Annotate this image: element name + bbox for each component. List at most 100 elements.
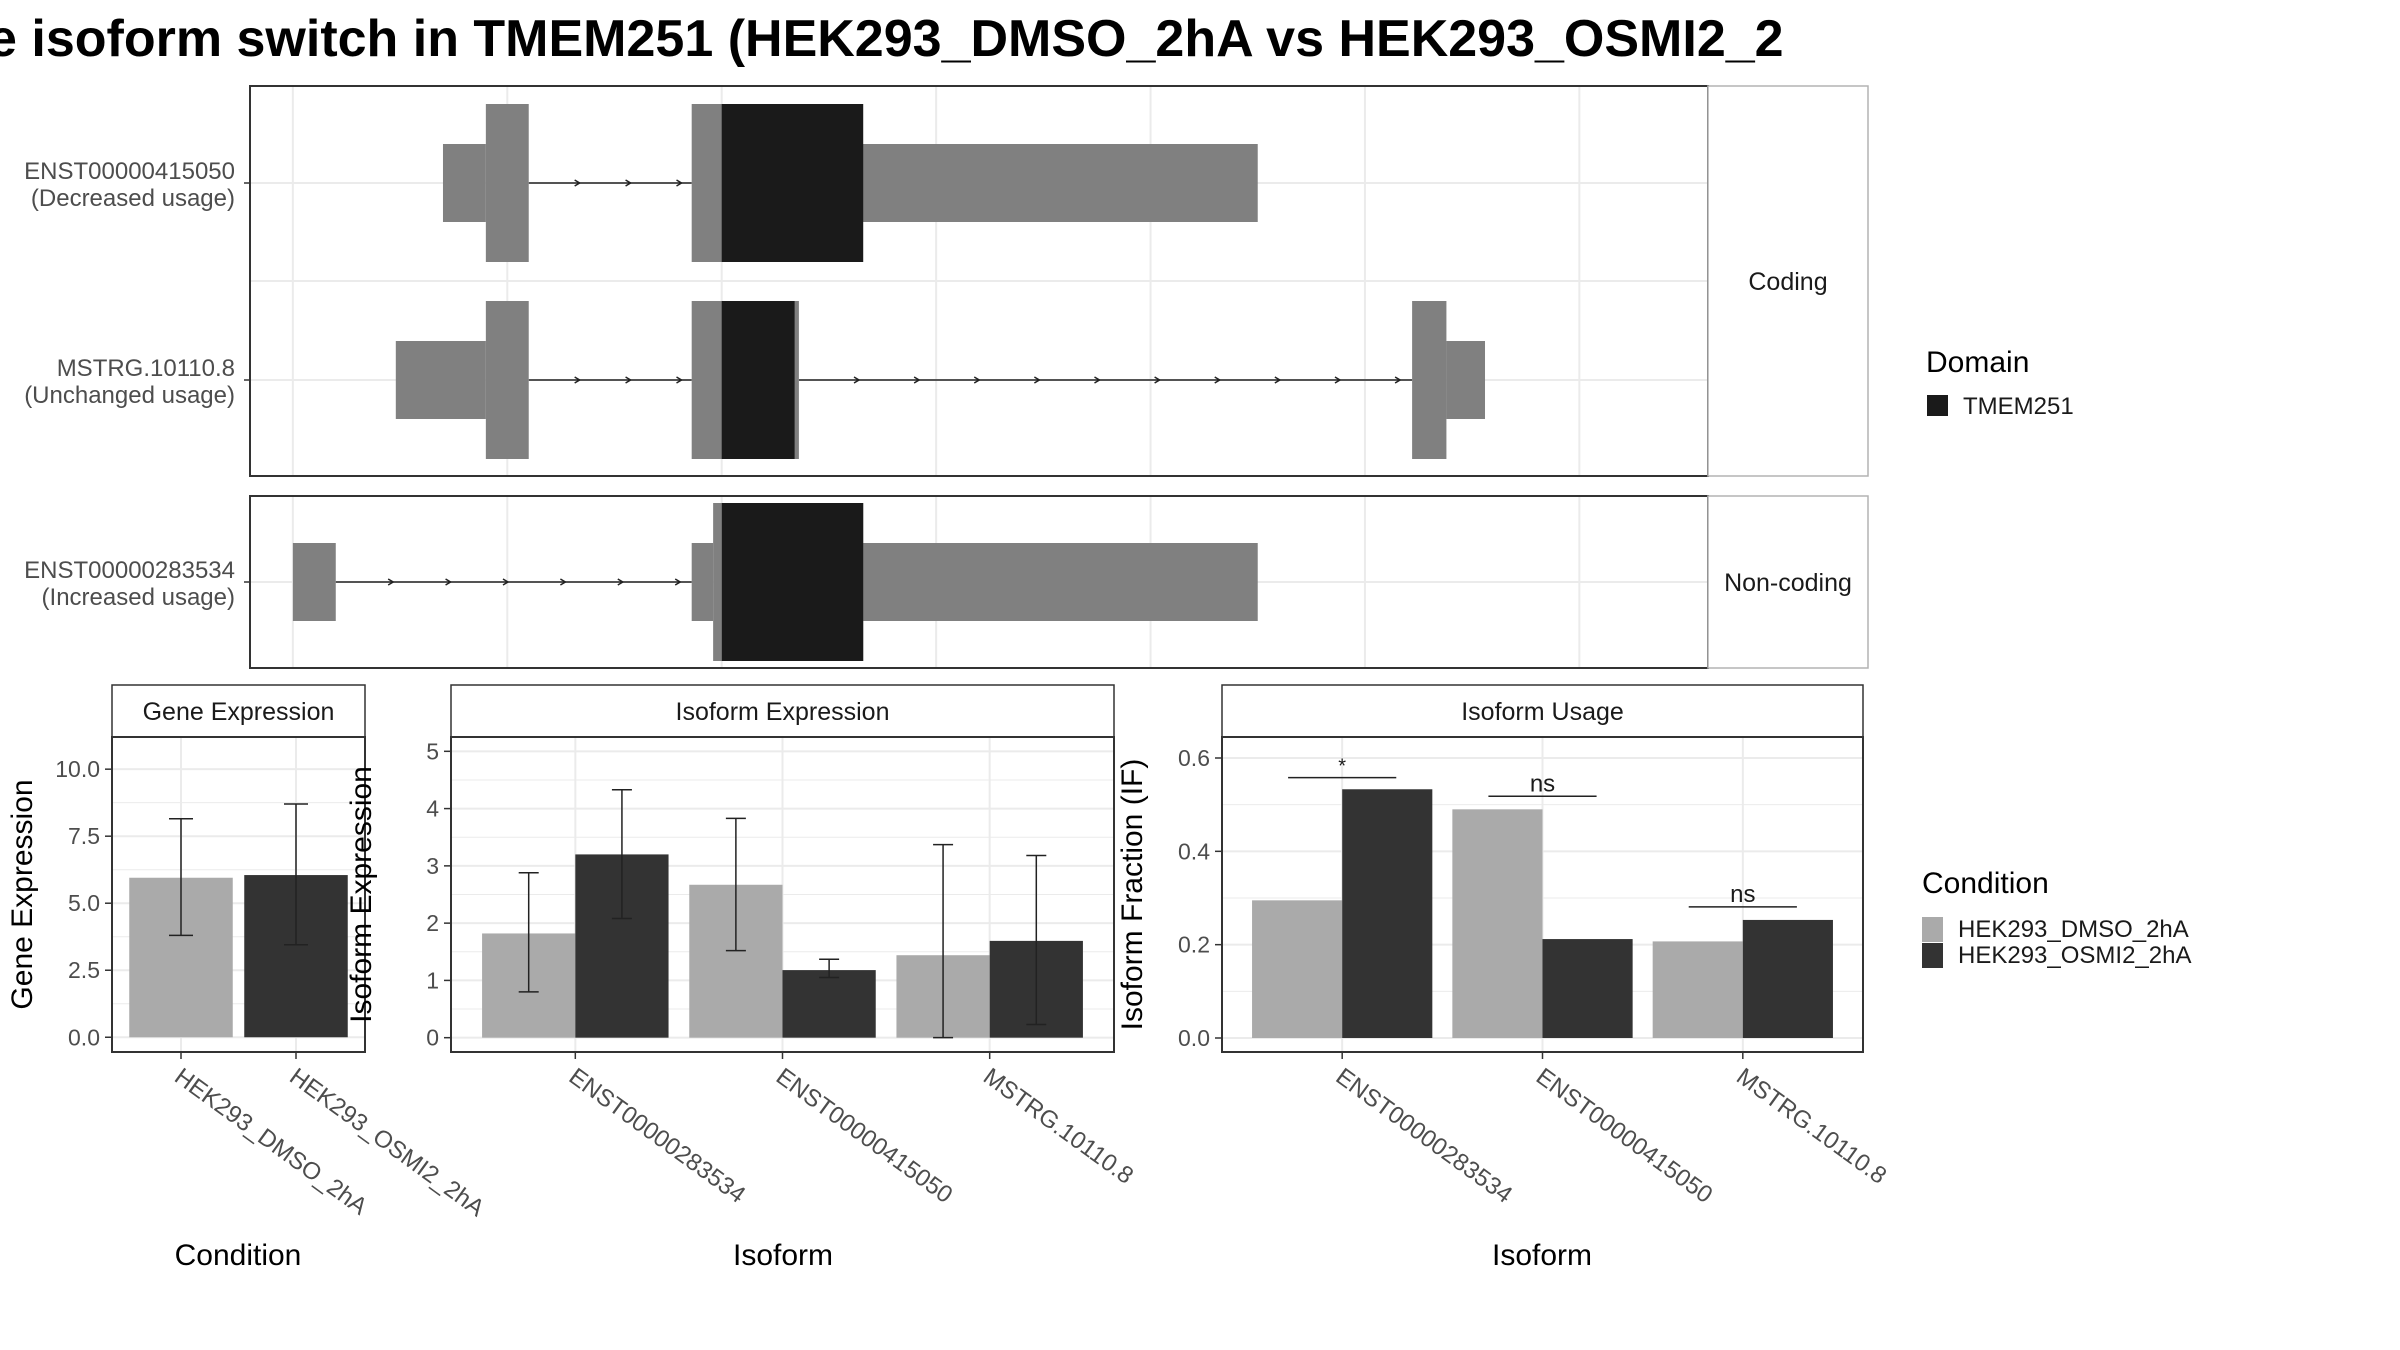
- transcript-enst00000283534: ENST00000283534(Increased usage): [24, 503, 1258, 661]
- y-axis-title: Isoform Fraction (IF): [1116, 759, 1149, 1031]
- y-tick-label: 3: [426, 853, 439, 879]
- condition-legend: Condition HEK293_DMSO_2hA HEK293_OSMI2_2…: [1922, 867, 2191, 969]
- coding-exon: [713, 503, 722, 661]
- panel-strip-label: Gene Expression: [143, 698, 335, 726]
- bar-hek293-dmso-2ha: [1252, 900, 1343, 1038]
- intron-arrow: [445, 578, 453, 586]
- utr-exon: [442, 144, 486, 222]
- gene-structure-panels: ENST00000415050(Decreased usage) MSTRG.10…: [24, 85, 1869, 669]
- y-axis-title: Gene Expression: [6, 779, 39, 1009]
- transcript-label: ENST00000283534: [24, 557, 235, 584]
- intron-arrow: [1214, 376, 1222, 384]
- y-tick-label: 5: [426, 738, 439, 764]
- y-axis-title: Isoform Expression: [345, 766, 378, 1023]
- intron-arrow: [574, 179, 582, 187]
- y-tick-label: 2: [426, 910, 439, 936]
- intron-arrow: [560, 578, 567, 586]
- domain-tmem251: [721, 301, 795, 459]
- bar-hek293-osmi2-2ha: [782, 970, 876, 1038]
- intron-arrow: [574, 376, 582, 384]
- utr-exon: [828, 543, 1258, 621]
- utr-exon: [1446, 341, 1486, 419]
- transcript-usage-label: (Increased usage): [42, 584, 235, 611]
- coding-exon: [485, 301, 529, 459]
- x-axis-title: Isoform: [733, 1239, 833, 1272]
- intron-arrow: [913, 376, 921, 384]
- bar-hek293-dmso-2ha: [1652, 941, 1743, 1038]
- transcript-label: ENST00000415050: [24, 158, 235, 185]
- intron-arrow: [1274, 376, 1282, 384]
- y-tick-label: 2.5: [68, 957, 100, 983]
- domain-legend-label-tmem251: TMEM251: [1963, 393, 2074, 420]
- y-tick-label: 7.5: [68, 823, 100, 849]
- domain-legend-title: Domain: [1926, 346, 2029, 379]
- x-tick-label: ENST00000283534: [1331, 1063, 1517, 1209]
- condition-legend-label-osmi2: HEK293_OSMI2_2hA: [1958, 942, 2191, 969]
- significance-label: *: [1338, 756, 1346, 778]
- intron-arrow: [502, 578, 510, 586]
- coding-exon: [485, 104, 529, 262]
- bar-hek293-osmi2-2ha: [1542, 939, 1633, 1038]
- intron-arrow: [1394, 376, 1402, 384]
- y-tick-label: 0.0: [1178, 1025, 1210, 1051]
- domain-legend-key-tmem251: [1927, 395, 1948, 416]
- transcript-label: MSTRG.10110.8: [57, 355, 235, 382]
- transcript-mstrg-10110-8: MSTRG.10110.8(Unchanged usage): [24, 301, 1486, 459]
- condition-legend-key-dmso: [1922, 917, 1943, 942]
- intron-arrow: [1334, 376, 1342, 384]
- coding-exon: [1412, 301, 1447, 459]
- bar-hek293-osmi2-2ha: [1342, 789, 1433, 1038]
- x-tick-label: ENST00000415050: [771, 1063, 957, 1209]
- x-axis-title: Condition: [175, 1239, 302, 1272]
- intron-arrow: [625, 376, 633, 384]
- condition-legend-key-osmi2: [1922, 943, 1943, 968]
- bar-panel-border: [111, 736, 366, 1053]
- transcript-usage-label: (Decreased usage): [31, 185, 235, 212]
- y-tick-label: 0: [426, 1025, 439, 1051]
- panel-strip: [1221, 684, 1864, 738]
- x-axis-title: Isoform: [1492, 1239, 1592, 1272]
- x-tick-label: HEK293_OSMI2_2hA: [284, 1063, 489, 1222]
- significance-label: ns: [1730, 881, 1755, 908]
- y-tick-label: 10.0: [55, 756, 100, 782]
- structure-strip: [1707, 85, 1869, 477]
- bar-hek293-osmi2-2ha: [1742, 919, 1833, 1038]
- y-tick-label: 0.2: [1178, 932, 1210, 958]
- bar-chart-panels: Gene Expression 0.0 2.5 5.0 7.5 10.0 HEK293_DM…: [6, 684, 1891, 1272]
- intron-arrow: [1094, 376, 1101, 384]
- x-tick-label: MSTRG.10110.8: [978, 1063, 1138, 1190]
- intron-arrow: [853, 376, 861, 384]
- structure-strip-label: Non-coding: [1724, 569, 1852, 597]
- intron-arrow: [1154, 376, 1162, 384]
- y-tick-label: 1: [426, 967, 439, 993]
- figure-title: e isoform switch in TMEM251 (HEK293_DMSO…: [0, 10, 1784, 68]
- intron-arrow: [674, 578, 682, 586]
- transcript-enst00000415050: ENST00000415050(Decreased usage): [24, 104, 1258, 262]
- utr-exon: [828, 144, 1258, 222]
- x-tick-label: ENST00000415050: [1531, 1063, 1717, 1209]
- x-tick-label: ENST00000283534: [564, 1063, 750, 1209]
- significance-label: ns: [1530, 770, 1555, 797]
- y-tick-label: 5.0: [68, 890, 100, 916]
- y-tick-label: 0.4: [1178, 838, 1210, 864]
- utr-exon: [691, 543, 714, 621]
- bar-panel-gene-expression: Gene Expression 0.0 2.5 5.0 7.5 10.0 HEK293_DM…: [6, 684, 489, 1272]
- panel-strip-label: Isoform Usage: [1461, 698, 1624, 726]
- y-tick-label: 0.6: [1178, 745, 1210, 771]
- x-tick-label: HEK293_DMSO_2hA: [169, 1063, 372, 1221]
- domain-tmem251: [721, 104, 864, 262]
- transcript-usage-label: (Unchanged usage): [24, 382, 235, 409]
- intron-arrow: [676, 376, 683, 384]
- y-tick-label: 4: [426, 796, 439, 822]
- bar-panel-isoform-usage: Isoform Usage * ns ns 0.0 0.2 0.4 0.6 ENST000002…: [1116, 684, 1891, 1272]
- structure-panel-non-coding: ENST00000283534(Increased usage) Non-codi…: [24, 495, 1869, 669]
- panel-strip-label: Isoform Expression: [676, 698, 890, 726]
- x-tick-label: MSTRG.10110.8: [1731, 1063, 1891, 1190]
- intron-arrow: [387, 578, 395, 586]
- panel-strip: [111, 684, 366, 738]
- condition-legend-label-dmso: HEK293_DMSO_2hA: [1958, 916, 2189, 943]
- intron-arrow: [617, 578, 625, 586]
- intron-arrow: [676, 179, 683, 187]
- structure-panel-coding: ENST00000415050(Decreased usage) MSTRG.10…: [24, 85, 1869, 477]
